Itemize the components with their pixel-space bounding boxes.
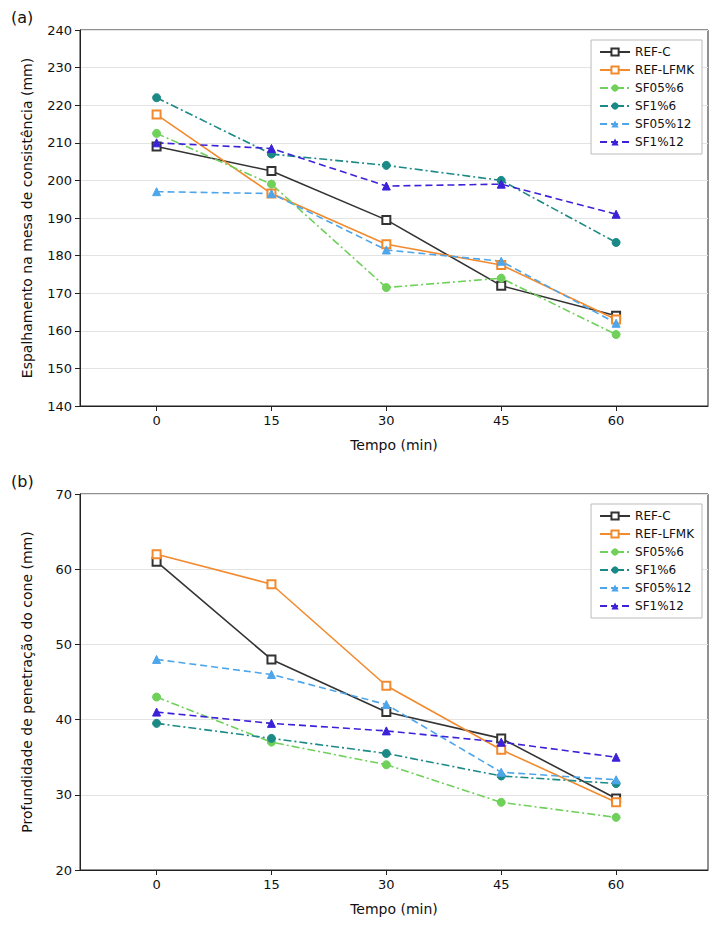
svg-text:Tempo (min): Tempo (min): [349, 437, 438, 453]
svg-text:230: 230: [47, 60, 72, 75]
svg-text:60: 60: [608, 877, 625, 892]
svg-text:SF1%6: SF1%6: [635, 99, 676, 113]
svg-text:SF05%12: SF05%12: [635, 117, 691, 131]
svg-text:190: 190: [47, 211, 72, 226]
svg-text:30: 30: [378, 413, 395, 428]
svg-text:REF-C: REF-C: [635, 45, 671, 59]
svg-text:Profundidade de penetração do: Profundidade de penetração do cone (mm): [19, 531, 35, 832]
svg-text:SF05%12: SF05%12: [635, 581, 691, 595]
svg-text:SF1%12: SF1%12: [635, 135, 684, 149]
svg-text:SF1%12: SF1%12: [635, 599, 684, 613]
svg-text:REF-LFMK: REF-LFMK: [635, 527, 695, 541]
svg-text:30: 30: [378, 877, 395, 892]
svg-text:240: 240: [47, 23, 72, 38]
svg-text:45: 45: [493, 413, 510, 428]
svg-text:SF1%6: SF1%6: [635, 563, 676, 577]
svg-text:15: 15: [263, 877, 280, 892]
svg-text:40: 40: [55, 712, 72, 727]
svg-text:45: 45: [493, 877, 510, 892]
svg-text:140: 140: [47, 399, 72, 414]
svg-text:SF05%6: SF05%6: [635, 545, 684, 559]
svg-text:Tempo (min): Tempo (min): [349, 901, 438, 917]
svg-text:15: 15: [263, 413, 280, 428]
svg-text:210: 210: [47, 135, 72, 150]
svg-text:180: 180: [47, 248, 72, 263]
svg-text:160: 160: [47, 323, 72, 338]
svg-text:Espalhamento na mesa de consis: Espalhamento na mesa de consistência (mm…: [19, 58, 35, 378]
svg-text:150: 150: [47, 361, 72, 376]
svg-text:60: 60: [55, 562, 72, 577]
svg-text:30: 30: [55, 787, 72, 802]
svg-text:(b): (b): [11, 472, 34, 491]
svg-text:REF-C: REF-C: [635, 509, 671, 523]
svg-text:50: 50: [55, 637, 72, 652]
svg-text:0: 0: [152, 877, 160, 892]
svg-text:REF-LFMK: REF-LFMK: [635, 63, 695, 77]
svg-text:170: 170: [47, 286, 72, 301]
svg-text:20: 20: [55, 863, 72, 878]
svg-text:0: 0: [152, 413, 160, 428]
svg-text:60: 60: [608, 413, 625, 428]
svg-text:220: 220: [47, 98, 72, 113]
svg-text:SF05%6: SF05%6: [635, 81, 684, 95]
svg-text:70: 70: [55, 487, 72, 502]
svg-text:200: 200: [47, 173, 72, 188]
svg-text:(a): (a): [11, 8, 33, 27]
